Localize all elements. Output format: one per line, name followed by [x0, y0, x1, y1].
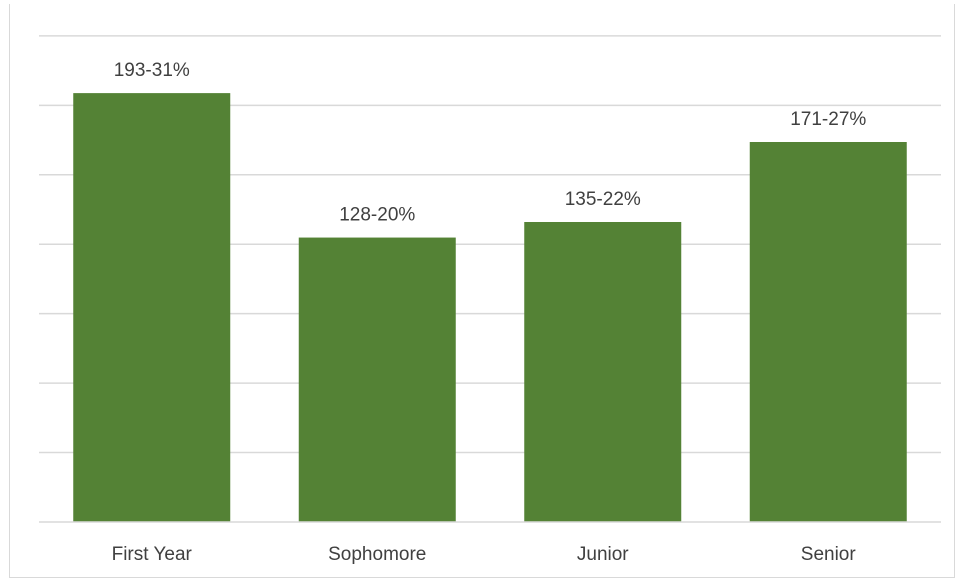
x-tick-label: Sophomore	[328, 544, 426, 565]
x-tick-labels: First Year Sophomore Junior Senior	[112, 544, 857, 565]
data-labels: 193-31% 128-20% 135-22% 171-27%	[114, 60, 867, 225]
x-tick-label: Junior	[577, 544, 629, 565]
bar-first-year	[73, 93, 231, 522]
data-label: 193-31%	[114, 60, 190, 81]
x-tick-label: Senior	[801, 544, 857, 565]
x-tick-label: First Year	[112, 544, 193, 565]
bar-senior	[749, 142, 907, 523]
data-label: 135-22%	[565, 189, 641, 210]
data-label: 171-27%	[790, 109, 866, 130]
bar-sophomore	[298, 237, 456, 522]
data-label: 128-20%	[339, 205, 415, 226]
bar-junior	[524, 222, 682, 523]
bars	[73, 93, 907, 523]
